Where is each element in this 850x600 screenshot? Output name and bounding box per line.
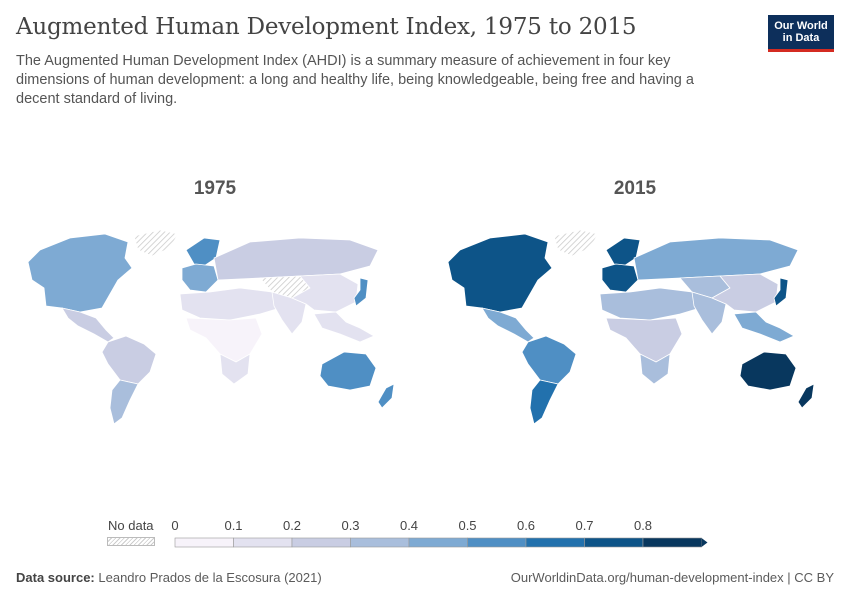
region-china[interactable] (711, 273, 779, 313)
world-map-2015 (447, 229, 815, 425)
legend-color-bin[interactable] (467, 537, 527, 548)
region-eastern-europe-and-russia[interactable] (213, 237, 379, 281)
legend-scale-arrow (701, 538, 708, 547)
region-australia[interactable] (739, 351, 797, 391)
region-southern-cone[interactable] (529, 379, 559, 425)
map-panel-1975: 1975 (10, 178, 420, 438)
page-subtitle: The Augmented Human Development Index (A… (16, 53, 694, 107)
legend-color-bin[interactable] (233, 537, 293, 548)
legend-tick-label: 0.8 (633, 518, 653, 533)
map-panel-2015: 2015 (430, 178, 840, 438)
region-sub-saharan-africa[interactable] (605, 317, 683, 363)
map-year-label: 1975 (193, 178, 237, 199)
region-central-america[interactable] (481, 307, 535, 343)
region-australia[interactable] (319, 351, 377, 391)
legend-nodata-swatch[interactable] (107, 537, 155, 546)
data-source-label: Data source: (16, 570, 95, 585)
legend-tick-label: 0.5 (458, 518, 477, 533)
legend-tick-label: 0.2 (282, 518, 302, 533)
legend-color-bin[interactable] (350, 537, 410, 548)
page-title: Augmented Human Development Index, 1975 … (16, 14, 637, 40)
legend-tick-label: 0.1 (224, 518, 243, 533)
region-greenland[interactable] (133, 229, 179, 257)
world-map-1975 (27, 229, 395, 425)
owid-logo[interactable]: Our World in Data (768, 15, 834, 52)
legend-tick-label: 0.3 (341, 518, 360, 533)
region-greenland[interactable] (553, 229, 599, 257)
map-year-label: 2015 (613, 178, 657, 199)
region-western-europe[interactable] (601, 263, 639, 293)
legend-color-bin[interactable] (291, 537, 351, 548)
region-north-africa-and-middle-east[interactable] (599, 287, 701, 321)
region-japan[interactable] (773, 277, 789, 307)
logo-line-1: Our World (774, 20, 828, 32)
legend-color-bin[interactable] (525, 537, 585, 548)
region-southeast-asia[interactable] (313, 311, 375, 343)
logo-line-2: in Data (782, 32, 820, 44)
region-south-america[interactable] (101, 335, 157, 385)
region-china[interactable] (291, 273, 359, 313)
legend-color-bin[interactable] (408, 537, 468, 548)
region-north-africa-and-middle-east[interactable] (179, 287, 281, 321)
legend-tick-label: 0.4 (399, 518, 419, 533)
color-legend: No data 0 0.1 0.2 0.3 0.4 0.5 0.6 0.7 0.… (0, 512, 850, 552)
region-southeast-asia[interactable] (733, 311, 795, 343)
region-new-zealand[interactable] (797, 383, 815, 409)
legend-tick-label: 0.7 (575, 518, 594, 533)
region-sub-saharan-africa[interactable] (185, 317, 263, 363)
legend-color-scale (174, 537, 708, 548)
region-new-zealand[interactable] (377, 383, 395, 409)
region-south-america[interactable] (521, 335, 577, 385)
region-japan[interactable] (353, 277, 369, 307)
region-north-america[interactable] (27, 233, 133, 313)
region-southern-africa[interactable] (639, 353, 671, 385)
legend-tick-label: 0.6 (516, 518, 536, 533)
region-central-america[interactable] (61, 307, 115, 343)
data-source-text[interactable]: Leandro Prados de la Escosura (2021) (98, 570, 322, 585)
legend-color-bin[interactable] (642, 537, 702, 548)
legend-color-bin[interactable] (174, 537, 234, 548)
region-southern-africa[interactable] (219, 353, 251, 385)
region-southern-cone[interactable] (109, 379, 139, 425)
region-eastern-europe-and-russia[interactable] (633, 237, 799, 281)
legend-color-bin[interactable] (584, 537, 644, 548)
legend-tick-label: 0 (171, 518, 179, 533)
legend-nodata-label: No data (108, 518, 154, 533)
region-western-europe[interactable] (181, 263, 219, 293)
data-source: Data source: Leandro Prados de la Escosu… (16, 570, 322, 585)
source-url[interactable]: OurWorldinData.org/human-development-ind… (510, 570, 834, 585)
region-north-america[interactable] (447, 233, 553, 313)
